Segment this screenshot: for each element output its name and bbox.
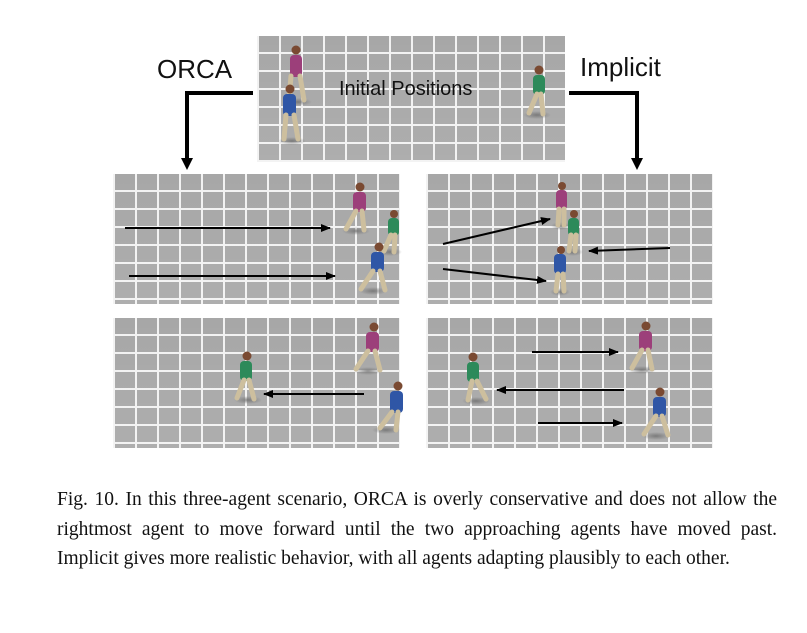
agent-blue-initial: [278, 84, 306, 145]
implicit-label: Implicit: [580, 52, 661, 82]
agent-blue-implicit1: [550, 246, 570, 296]
implicit-connector: [569, 91, 643, 170]
agent-blue-implicit2: [641, 387, 671, 440]
figure-caption: Fig. 10. In this three-agent scenario, O…: [57, 489, 777, 569]
agent-green-initial: [523, 65, 551, 119]
agent-magenta-orca1: [342, 182, 370, 235]
agent-magenta-implicit1: [551, 182, 571, 230]
agent-magenta-implicit2: [628, 321, 656, 374]
panel-orca-step-2: [113, 318, 400, 448]
orca-connector: [181, 91, 253, 170]
agent-blue-orca2: [372, 381, 403, 434]
panel-initial-positions: [257, 36, 565, 162]
panel-orca-step-1: [113, 174, 400, 304]
arrow-implicit1-left: [588, 246, 671, 255]
agent-green-implicit2: [462, 352, 490, 405]
agent-green-orca2: [234, 351, 262, 404]
agent-green-orca1: [378, 210, 402, 256]
agent-blue-orca1: [358, 242, 388, 295]
arrow-implicit1-upper: [442, 217, 551, 245]
initial-positions-label: Initial Positions: [339, 78, 473, 100]
agents: [234, 45, 671, 440]
panel-implicit-step-1: [426, 174, 713, 304]
orca-label: ORCA: [157, 54, 233, 84]
motion-arrows: [125, 217, 671, 427]
agent-green-implicit1: [563, 210, 583, 256]
arrow-implicit1-lower: [442, 268, 547, 284]
agent-magenta-orca2: [353, 322, 383, 375]
